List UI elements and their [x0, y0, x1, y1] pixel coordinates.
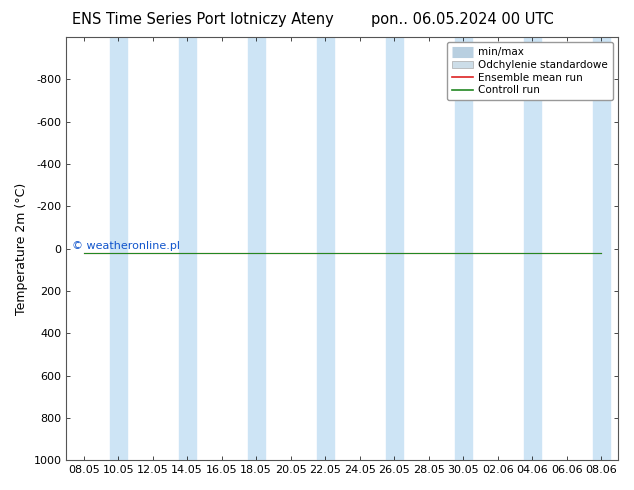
Bar	[110, 37, 127, 460]
Bar	[524, 37, 541, 460]
Text: pon.. 06.05.2024 00 UTC: pon.. 06.05.2024 00 UTC	[372, 12, 554, 27]
Legend: min/max, Odchylenie standardowe, Ensemble mean run, Controll run: min/max, Odchylenie standardowe, Ensembl…	[447, 42, 613, 100]
Text: © weatheronline.pl: © weatheronline.pl	[72, 242, 180, 251]
Bar	[316, 37, 334, 460]
Bar	[247, 37, 265, 460]
Bar	[385, 37, 403, 460]
Bar	[179, 37, 196, 460]
Text: ENS Time Series Port lotniczy Ateny: ENS Time Series Port lotniczy Ateny	[72, 12, 333, 27]
Y-axis label: Temperature 2m (°C): Temperature 2m (°C)	[15, 182, 28, 315]
Bar	[593, 37, 610, 460]
Bar	[455, 37, 472, 460]
